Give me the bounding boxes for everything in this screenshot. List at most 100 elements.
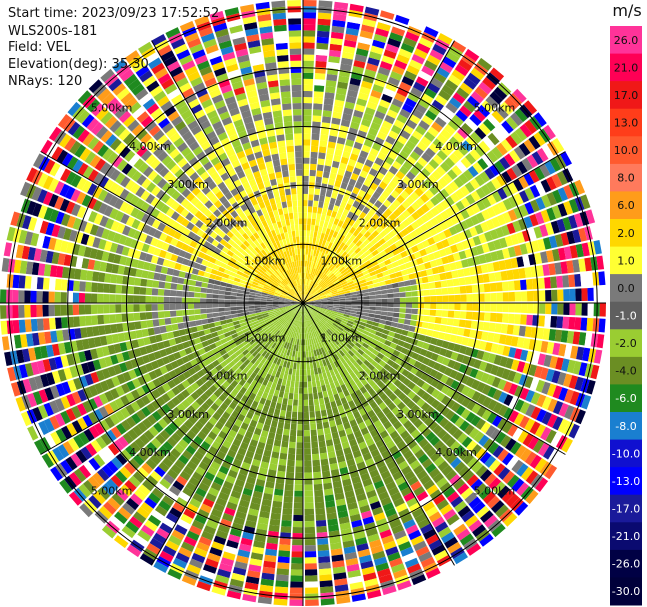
- range-gate: [273, 343, 279, 351]
- range-gate: [469, 148, 481, 161]
- range-gate: [109, 388, 120, 400]
- range-gate: [285, 299, 292, 302]
- range-gate: [117, 265, 125, 275]
- range-gate: [244, 352, 252, 359]
- range-gate: [329, 216, 335, 224]
- range-gate: [353, 411, 361, 419]
- range-gate: [306, 293, 311, 299]
- range-gate: [313, 194, 320, 202]
- range-gate: [479, 171, 491, 183]
- range-gate: [130, 401, 141, 412]
- range-gate: [421, 427, 432, 438]
- range-gate: [389, 273, 397, 279]
- range-gate: [287, 453, 296, 461]
- range-gate: [344, 309, 351, 313]
- range-gate: [249, 339, 256, 345]
- range-gate: [299, 381, 303, 388]
- range-gate: [389, 375, 398, 384]
- range-gate: [328, 135, 338, 143]
- range-gate: [434, 281, 442, 289]
- range-gate: [344, 33, 358, 42]
- range-gate: [508, 410, 519, 423]
- range-gate: [66, 215, 77, 229]
- range-gate: [490, 292, 497, 302]
- range-gate: [170, 237, 179, 247]
- range-gate: [418, 363, 428, 372]
- range-gate: [127, 313, 135, 322]
- range-gate: [368, 443, 378, 452]
- range-gate: [150, 360, 160, 370]
- range-gate: [260, 461, 269, 469]
- range-gate: [318, 271, 323, 278]
- range-gate: [389, 256, 397, 263]
- range-gate: [81, 338, 90, 350]
- range-gate: [315, 54, 328, 62]
- range-gate: [415, 103, 427, 115]
- range-gate: [325, 310, 332, 314]
- range-gate: [266, 393, 273, 401]
- range-gate: [338, 249, 345, 256]
- range-gate: [317, 12, 332, 20]
- range-gate: [354, 351, 362, 359]
- range-gate: [268, 312, 275, 316]
- range-gate: [20, 334, 28, 348]
- range-gate: [387, 251, 395, 259]
- range-gate: [185, 445, 197, 455]
- range-gate: [81, 194, 92, 207]
- range-gate: [311, 290, 317, 295]
- range-gate: [357, 548, 371, 558]
- range-gate: [273, 364, 280, 371]
- range-gate: [428, 539, 443, 551]
- range-gate: [337, 81, 348, 90]
- range-gate: [210, 367, 219, 376]
- range-gate: [147, 327, 155, 336]
- range-gate: [225, 406, 234, 415]
- range-gate: [393, 140, 405, 150]
- range-gate: [327, 141, 336, 149]
- range-gate: [380, 376, 389, 384]
- range-gate: [426, 447, 437, 458]
- range-gate: [481, 196, 492, 209]
- range-gate: [366, 336, 374, 342]
- range-gate: [57, 369, 67, 382]
- range-gate: [390, 492, 402, 502]
- range-gate: [305, 326, 308, 334]
- range-gate: [201, 530, 214, 541]
- range-gate: [212, 312, 220, 318]
- range-gate: [496, 344, 505, 355]
- range-gate: [316, 170, 323, 178]
- range-gate: [465, 411, 476, 423]
- range-gate: [257, 329, 264, 336]
- range-gate: [133, 454, 145, 466]
- range-gate: [300, 321, 302, 328]
- range-gate: [520, 314, 527, 325]
- range-gate: [421, 276, 429, 284]
- range-gate: [253, 359, 261, 367]
- range-gate: [244, 389, 252, 398]
- range-gate: [18, 319, 26, 333]
- range-gate: [397, 281, 405, 288]
- range-gate: [267, 295, 274, 299]
- range-gate: [280, 333, 285, 340]
- range-gate: [315, 315, 321, 321]
- range-gate: [313, 324, 317, 331]
- range-gate: [136, 386, 146, 397]
- range-gate: [294, 313, 299, 320]
- range-gate: [424, 87, 437, 99]
- range-gate: [239, 322, 247, 327]
- range-gate: [303, 36, 315, 43]
- range-gate: [385, 43, 399, 54]
- range-gate: [159, 522, 173, 534]
- range-gate: [130, 389, 141, 400]
- range-gate: [348, 318, 355, 323]
- range-gate: [263, 449, 272, 458]
- range-gate: [294, 320, 298, 327]
- range-gate: [404, 285, 412, 292]
- range-gate: [512, 372, 522, 384]
- range-gate: [84, 304, 92, 315]
- range-gate: [356, 358, 363, 366]
- range-gate: [289, 362, 294, 369]
- range-gate: [349, 419, 358, 428]
- range-gate: [212, 359, 220, 368]
- range-gate: [290, 380, 295, 388]
